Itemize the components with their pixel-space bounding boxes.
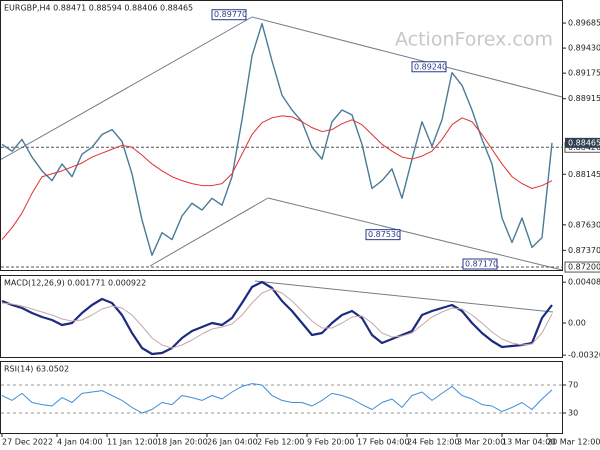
- x-tick-label: 20 Mar 12:00: [547, 438, 600, 447]
- x-tick-label: 2 Feb 12:00: [257, 438, 304, 447]
- rsi-title: RSI(14) 63.0502: [4, 365, 69, 374]
- y-tick-label: 0.89685: [568, 19, 600, 28]
- y-tick-label: 0.87370: [568, 246, 600, 255]
- y-tick-label: 0.88145: [568, 170, 600, 179]
- last-price-box: [565, 137, 600, 148]
- x-tick-label: 3 Mar 20:00: [457, 438, 505, 447]
- last-price-label: 0.88465: [568, 138, 600, 147]
- x-tick-label: 4 Jan 04:00: [57, 438, 103, 447]
- y-tick-label: 0.88915: [568, 94, 600, 103]
- y-tick-label: 0.89175: [568, 69, 600, 78]
- panel-frames: [0, 0, 563, 434]
- x-tick-label: 17 Feb 04:00: [357, 438, 409, 447]
- annotation-label: 0.89240: [414, 62, 447, 71]
- series-line: [1, 288, 553, 349]
- annotation-label: 0.87170: [465, 260, 498, 269]
- y-tick-label: -0.003209: [568, 351, 600, 360]
- chart-title: EURGBP,H4 0.88471 0.88594 0.88406 0.8846…: [4, 4, 193, 13]
- series-line: [1, 383, 553, 414]
- annotation-box: [411, 61, 447, 73]
- x-tick-label: 26 Jan 04:00: [207, 438, 258, 447]
- y-tick-label: 70: [568, 381, 578, 390]
- annotation-box: [211, 9, 247, 21]
- y-tick-label: 0.87630: [568, 220, 600, 229]
- x-tick-label: 18 Jan 20:00: [157, 438, 208, 447]
- annotation-box: [365, 229, 401, 241]
- series-line: [1, 280, 553, 356]
- level-box: [564, 261, 600, 273]
- x-tick-label: 11 Jan 12:00: [107, 438, 158, 447]
- x-tick-label: 9 Feb 20:00: [307, 438, 354, 447]
- annotation-label: 0.89770: [214, 10, 247, 19]
- x-tick-label: 24 Feb 12:00: [407, 438, 459, 447]
- y-tick-label: 0.00: [568, 319, 586, 328]
- x-tick-label: 27 Dec 2022: [2, 438, 53, 447]
- x-tick-label: 13 Mar 04:00: [502, 438, 555, 447]
- annotation-box: [462, 258, 498, 270]
- macd-title: MACD(12,26,9) 0.001771 0.000922: [4, 279, 146, 288]
- y-tick-label: 0.89430: [568, 44, 600, 53]
- series-line: [1, 115, 553, 240]
- trend-lines: [0, 16, 563, 313]
- y-tick-label: 30: [568, 409, 578, 418]
- watermark: ActionForex.com: [395, 29, 553, 51]
- y-tick-label: 0.004083: [568, 278, 600, 287]
- level-label: 0.87200: [568, 263, 600, 272]
- annotation-label: 0.87530: [368, 230, 401, 239]
- series-line: [1, 22, 553, 256]
